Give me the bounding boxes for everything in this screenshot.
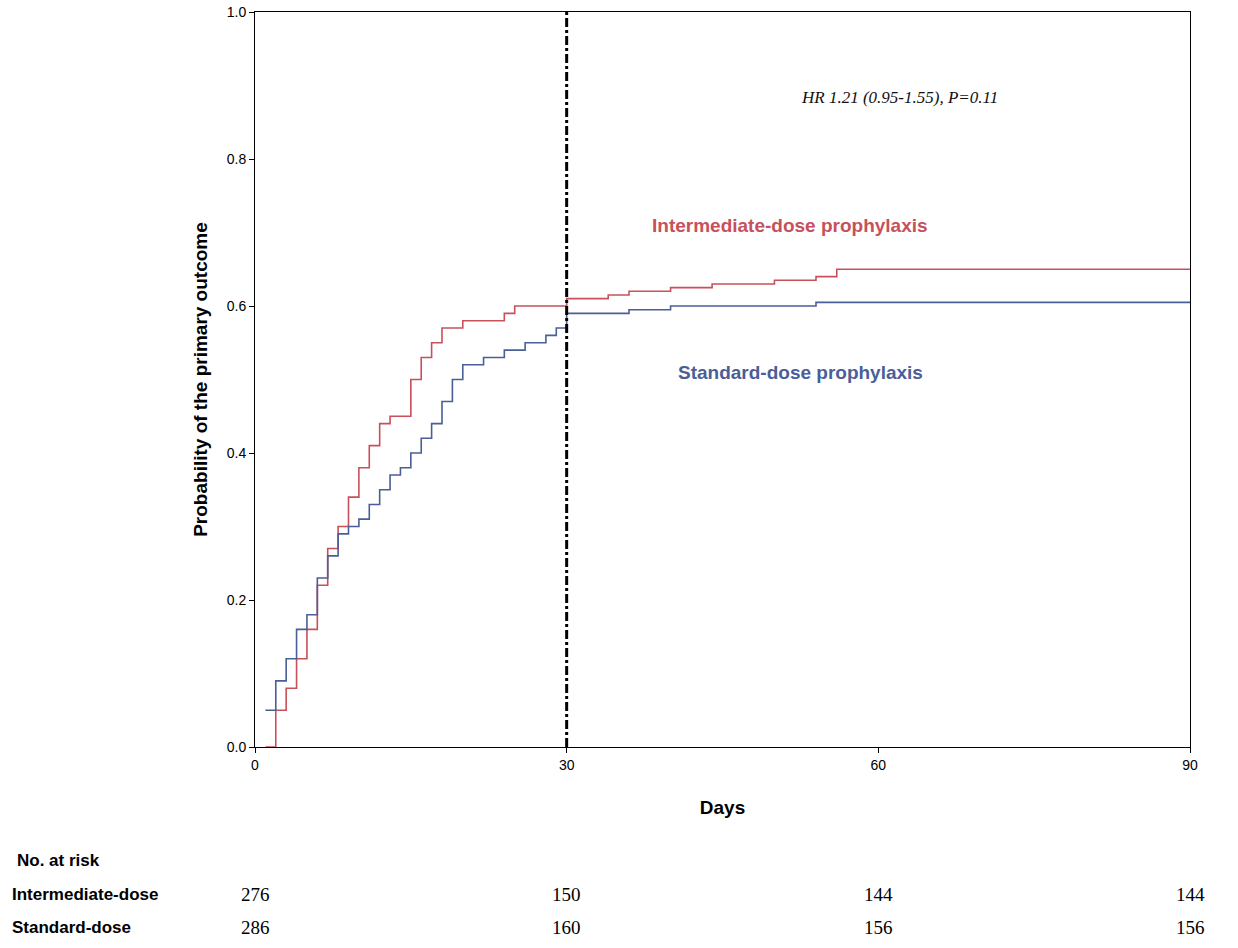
svg-text:Intermediate-dose prophylaxis: Intermediate-dose prophylaxis <box>652 215 928 236</box>
svg-text:90: 90 <box>1182 757 1198 773</box>
svg-text:156: 156 <box>1176 917 1205 938</box>
svg-text:0.4: 0.4 <box>227 445 247 461</box>
svg-text:160: 160 <box>552 917 581 938</box>
svg-text:30: 30 <box>559 757 575 773</box>
svg-text:Days: Days <box>700 797 745 818</box>
svg-text:Intermediate-dose: Intermediate-dose <box>12 885 158 904</box>
svg-text:0: 0 <box>251 757 259 773</box>
svg-text:Probability of the primary out: Probability of the primary outcome <box>190 222 211 537</box>
svg-text:156: 156 <box>864 917 893 938</box>
svg-text:1.0: 1.0 <box>227 4 247 20</box>
svg-text:No. at risk: No. at risk <box>17 851 100 870</box>
svg-text:Standard-dose prophylaxis: Standard-dose prophylaxis <box>678 362 923 383</box>
svg-text:0.6: 0.6 <box>227 298 247 314</box>
svg-text:150: 150 <box>552 884 581 905</box>
svg-text:0.8: 0.8 <box>227 151 247 167</box>
svg-text:HR 1.21 (0.95-1.55), P=0.11: HR 1.21 (0.95-1.55), P=0.11 <box>801 88 998 107</box>
svg-text:0.2: 0.2 <box>227 592 247 608</box>
svg-text:60: 60 <box>871 757 887 773</box>
svg-text:286: 286 <box>241 917 270 938</box>
svg-text:276: 276 <box>241 884 270 905</box>
svg-text:Standard-dose: Standard-dose <box>12 918 131 937</box>
svg-text:144: 144 <box>864 884 893 905</box>
svg-text:0.0: 0.0 <box>227 739 247 755</box>
svg-text:144: 144 <box>1176 884 1205 905</box>
